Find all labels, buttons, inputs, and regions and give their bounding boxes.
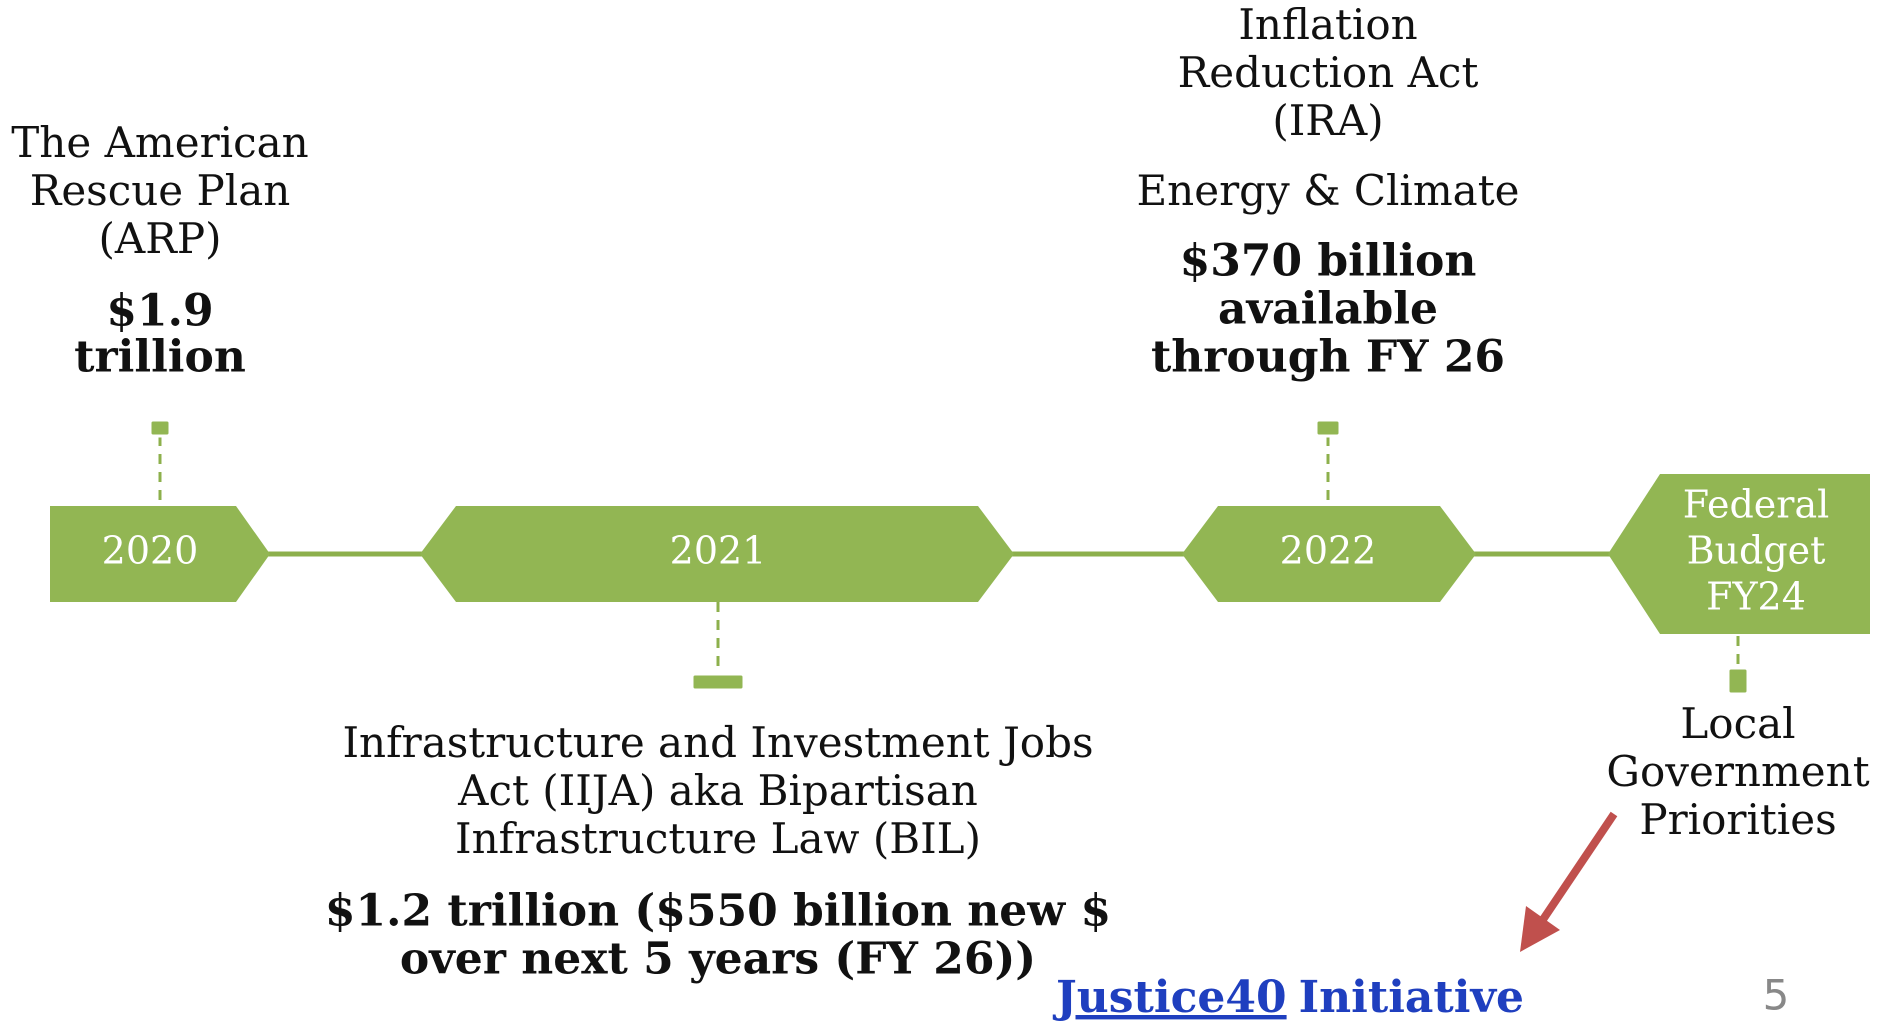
event-title: (IRA) [1272, 96, 1383, 145]
event-title: Local [1680, 699, 1795, 748]
node-label: Budget [1687, 529, 1826, 573]
event-amount: over next 5 years (FY 26)) [400, 934, 1036, 985]
node-label: Federal [1683, 483, 1830, 527]
event-title: The American [11, 118, 308, 167]
node-label: 2022 [1280, 529, 1377, 573]
event-title: (ARP) [99, 214, 222, 263]
node-shapes [50, 474, 1870, 634]
event-amount: through FY 26 [1151, 332, 1505, 383]
event-amount: $370 billion [1180, 236, 1477, 287]
event-title: Government [1606, 747, 1869, 796]
event-title: Rescue Plan [30, 166, 291, 215]
node-label: FY24 [1706, 575, 1806, 619]
connectors [158, 436, 1740, 676]
event-amount: $1.9 [106, 286, 213, 337]
event-title: Energy & Climate [1137, 166, 1520, 215]
node-label: 2020 [102, 529, 199, 573]
event-amount: trillion [74, 332, 246, 383]
arrow-head [1520, 906, 1560, 952]
arrow [1536, 811, 1618, 927]
event-title: Inflation [1238, 0, 1417, 49]
event-title: Infrastructure and Investment Jobs [342, 718, 1093, 767]
link[interactable]: Justice40 [1052, 972, 1287, 1023]
page-number: 5 [1763, 971, 1790, 1020]
event-title: Reduction Act [1178, 48, 1479, 97]
event-title: Priorities [1639, 795, 1836, 844]
markers [148, 418, 1750, 696]
event-amount: $1.2 trillion ($550 billion new $ [325, 886, 1111, 937]
link-text: Justice40 Initiative [1052, 972, 1524, 1023]
event-amount: available [1218, 284, 1438, 335]
event-title: Act (IIJA) aka Bipartisan [457, 766, 978, 815]
link-rest: Initiative [1299, 972, 1524, 1023]
node-label: 2021 [670, 529, 767, 573]
event-title: Infrastructure Law (BIL) [455, 814, 981, 863]
